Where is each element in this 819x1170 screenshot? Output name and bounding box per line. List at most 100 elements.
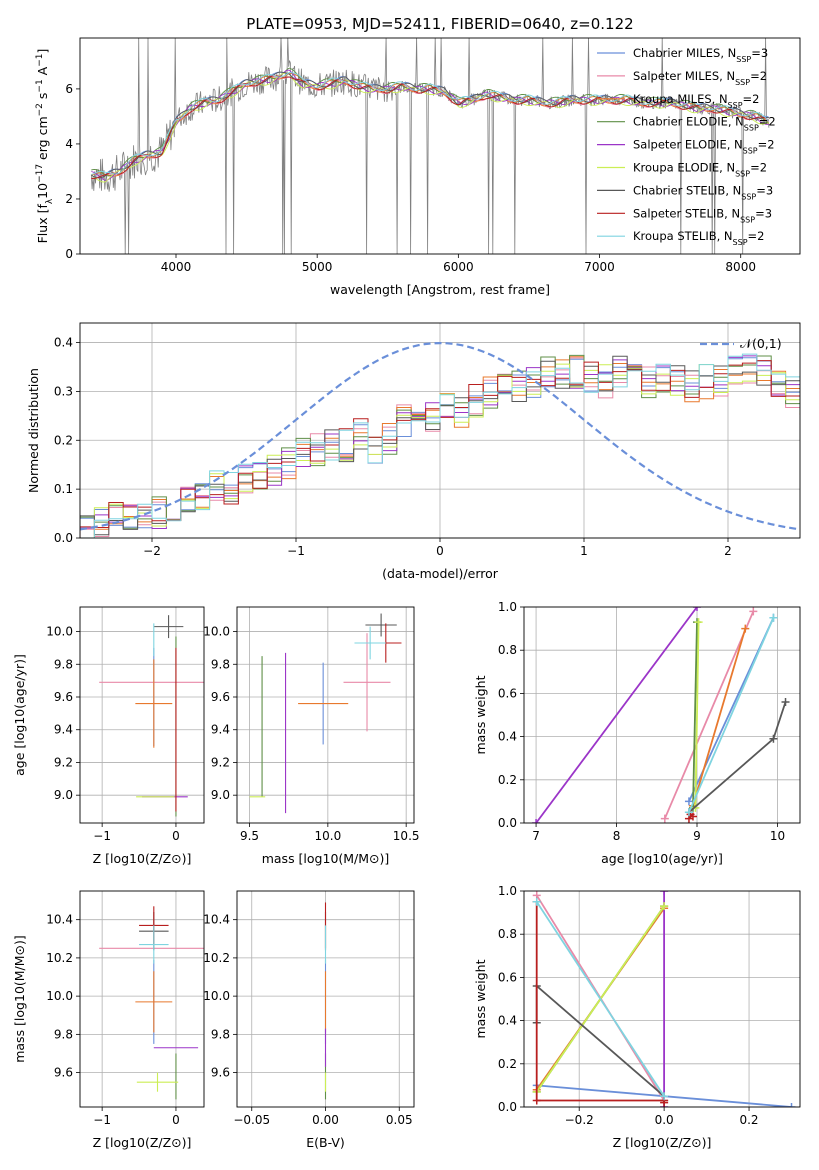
x-tick-label: 0.0 bbox=[655, 1113, 674, 1127]
weight-z-axes: −0.2 0.0 0.2 0.0 0.2 0.4 0.6 0.8 1.0 bbox=[498, 884, 800, 1127]
weight-marker bbox=[769, 613, 778, 622]
y-tick-label: 9.6 bbox=[54, 1066, 73, 1080]
mass-z-plot bbox=[99, 906, 204, 1100]
legend-entry: Chabrier MILES, NSSP=3 bbox=[633, 46, 768, 64]
weight-z-x-label: Z [log10(Z/Z⊙)] bbox=[613, 1135, 712, 1150]
x-tick-label: 10.0 bbox=[314, 829, 341, 843]
weight-line bbox=[692, 628, 747, 806]
y-tick-label: 9.6 bbox=[211, 690, 230, 704]
legend-entry: Salpeter STELIB, NSSP=3 bbox=[633, 206, 772, 224]
y-tick-label: 9.0 bbox=[211, 788, 230, 802]
y-tick-label: 2 bbox=[65, 192, 73, 206]
legend-entry: Kroupa ELODIE, NSSP=2 bbox=[633, 161, 767, 179]
weight-age-y-label: mass weight bbox=[473, 675, 488, 754]
weight-age-frame bbox=[523, 606, 801, 824]
x-tick-label: 2 bbox=[724, 544, 732, 558]
y-tick-label: 0.1 bbox=[54, 482, 73, 496]
spectrum-model-line bbox=[91, 69, 769, 181]
mass-ebv-frame bbox=[236, 890, 415, 1108]
y-tick-label: 0.6 bbox=[498, 970, 517, 984]
weight-line bbox=[688, 617, 775, 813]
x-tick-label: −1 bbox=[287, 544, 305, 558]
age-z-frame bbox=[79, 606, 205, 824]
y-tick-label: 0.2 bbox=[498, 1057, 517, 1071]
spectrum-x-label: wavelength [Angstrom, rest frame] bbox=[330, 282, 550, 297]
errorbar-point bbox=[354, 626, 386, 660]
y-tick-label: 9.6 bbox=[54, 690, 73, 704]
y-tick-label: 9.8 bbox=[211, 657, 230, 671]
y-tick-label: 9.6 bbox=[211, 1066, 230, 1080]
weight-line bbox=[535, 607, 698, 823]
spectrum-axes: 4000 5000 6000 7000 8000 0 2 4 6 bbox=[65, 82, 756, 274]
histogram-series bbox=[80, 363, 800, 538]
y-tick-label: 0 bbox=[65, 247, 73, 261]
histogram-x-label: (data-model)/error bbox=[382, 566, 499, 581]
legend-entry: Salpeter ELODIE, NSSP=2 bbox=[633, 138, 775, 156]
y-tick-label: 10.4 bbox=[46, 913, 73, 927]
histogram-series bbox=[80, 353, 800, 538]
x-tick-label: 8 bbox=[613, 829, 621, 843]
age-mass-frame bbox=[236, 606, 415, 824]
spectrum-model-line bbox=[91, 75, 770, 180]
mass-z-y-label: mass [log10(M/M⊙)] bbox=[12, 935, 27, 1063]
errorbar-point bbox=[135, 659, 173, 748]
histogram-series bbox=[80, 354, 800, 538]
histogram-series bbox=[80, 357, 800, 538]
x-tick-label: 7 bbox=[532, 829, 540, 843]
y-tick-label: 9.2 bbox=[211, 755, 230, 769]
weight-marker bbox=[787, 1103, 796, 1107]
y-tick-label: 10.0 bbox=[46, 989, 73, 1003]
mass-z-x-label: Z [log10(Z/Z⊙)] bbox=[93, 1135, 192, 1150]
weight-z-frame bbox=[523, 890, 801, 1108]
x-tick-label: 6000 bbox=[443, 260, 474, 274]
weight-marker bbox=[688, 812, 697, 821]
weight-marker bbox=[781, 698, 790, 707]
spectrum-model-line bbox=[91, 72, 769, 183]
histogram-series bbox=[80, 360, 800, 538]
weight-marker bbox=[660, 902, 669, 911]
age-z-y-label: age [log10(age/yr)] bbox=[12, 654, 27, 776]
x-tick-label: −1 bbox=[93, 829, 111, 843]
x-tick-label: 9.5 bbox=[240, 829, 259, 843]
x-tick-label: 1 bbox=[580, 544, 588, 558]
x-tick-label: 0.00 bbox=[312, 1113, 339, 1127]
weight-marker bbox=[684, 808, 693, 817]
y-tick-label: 6 bbox=[65, 82, 73, 96]
weight-line bbox=[694, 622, 700, 808]
weight-line bbox=[535, 984, 665, 1097]
weight-marker bbox=[693, 607, 702, 611]
y-tick-label: 0.6 bbox=[498, 686, 517, 700]
age-z-axes: −1 0 9.0 9.2 9.4 9.6 9.8 10.0 bbox=[46, 607, 204, 843]
y-tick-label: 0.2 bbox=[498, 773, 517, 787]
y-tick-label: 0.4 bbox=[54, 336, 73, 350]
histogram-series bbox=[80, 357, 800, 538]
weight-marker bbox=[694, 618, 703, 627]
weight-z-y-label: mass weight bbox=[473, 959, 488, 1038]
mass-ebv-x-label: E(B-V) bbox=[306, 1135, 345, 1150]
x-tick-label: 10.5 bbox=[393, 829, 420, 843]
spectrum-y-label: Flux [fλ10−17 erg cm−2 s−1 A−1] bbox=[35, 49, 55, 244]
x-tick-label: 9 bbox=[693, 829, 701, 843]
legend-entry: Kroupa STELIB, NSSP=2 bbox=[633, 229, 764, 247]
age-mass-plot bbox=[249, 613, 402, 814]
weight-marker bbox=[684, 797, 693, 806]
y-tick-label: 9.2 bbox=[54, 755, 73, 769]
x-tick-label: −2 bbox=[143, 544, 161, 558]
histogram-axes: −2 −1 0 1 2 0.0 0.1 0.2 0.3 0.4 bbox=[54, 323, 800, 558]
weight-marker bbox=[660, 891, 669, 895]
mass-ebv-axes: −0.05 0.00 0.05 9.6 9.8 10.0 10.2 10.4 bbox=[203, 891, 414, 1127]
errorbar-point bbox=[135, 971, 173, 1033]
y-tick-label: 0.0 bbox=[498, 1100, 517, 1114]
weight-marker bbox=[749, 607, 758, 616]
y-tick-label: 1.0 bbox=[498, 600, 517, 614]
errorbar-point bbox=[343, 633, 391, 732]
x-tick-label: 0 bbox=[172, 1113, 180, 1127]
spectrum-model-line bbox=[91, 71, 770, 175]
y-tick-label: 0.0 bbox=[54, 531, 73, 545]
x-tick-label: 8000 bbox=[725, 260, 756, 274]
x-tick-label: −0.05 bbox=[233, 1113, 270, 1127]
weight-line bbox=[688, 701, 787, 813]
y-tick-label: 10.4 bbox=[203, 913, 230, 927]
weight-line bbox=[535, 901, 665, 1097]
